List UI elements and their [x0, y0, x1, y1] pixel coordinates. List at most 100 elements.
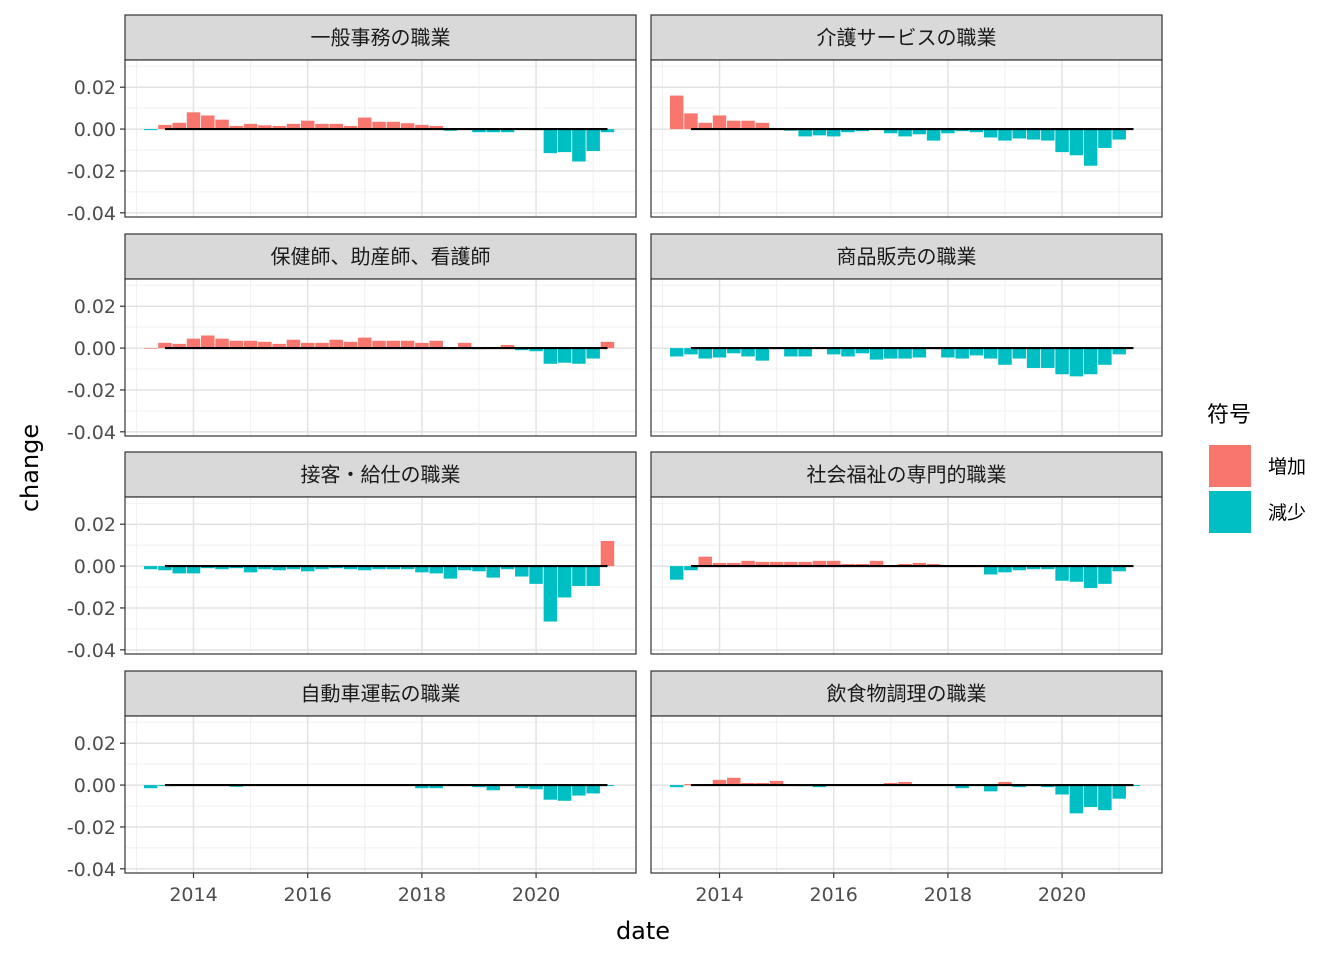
bar [798, 129, 812, 137]
bar [669, 95, 684, 130]
bar [1083, 129, 1098, 166]
bar [372, 340, 386, 349]
bar [258, 566, 272, 570]
facet-title: 接客・給仕の職業 [301, 463, 461, 487]
legend-label: 減少 [1268, 502, 1306, 524]
bar [1112, 129, 1126, 140]
bar [315, 123, 329, 130]
bar [755, 561, 770, 567]
bar [158, 124, 172, 130]
bar [600, 540, 615, 567]
bar [926, 129, 941, 141]
bar [1069, 129, 1084, 156]
bar [572, 348, 586, 364]
bar [557, 348, 572, 363]
bar [429, 340, 443, 349]
bar [969, 348, 984, 356]
bar [684, 566, 698, 571]
bar [1026, 566, 1041, 570]
bar [143, 566, 158, 570]
bar [769, 780, 784, 786]
bar [983, 129, 998, 138]
y-tick-label: -0.02 [67, 817, 116, 839]
bar [258, 341, 272, 349]
bar [300, 342, 315, 349]
y-tick-label: -0.02 [67, 161, 116, 183]
bar [1126, 785, 1141, 787]
y-tick-label: -0.02 [67, 380, 116, 402]
x-axis-title: date [616, 917, 670, 945]
bar [741, 120, 755, 130]
x-tick-label: 2014 [695, 884, 743, 906]
bar [1098, 566, 1112, 584]
bar [486, 129, 500, 133]
facet-strip [650, 233, 1163, 280]
bar [600, 341, 615, 349]
bar [941, 129, 955, 134]
bar [543, 785, 558, 800]
bar [172, 566, 186, 574]
bar [741, 560, 755, 567]
facet-panel: 社会福祉の専門的職業 [650, 451, 1163, 655]
facet-title: 保健師、助産師、看護師 [271, 245, 491, 269]
bar [1055, 785, 1069, 795]
bar [1041, 566, 1055, 570]
bar [1098, 129, 1112, 148]
bar [869, 560, 884, 567]
bar [243, 566, 258, 573]
bar [998, 348, 1012, 365]
facet-panel: 一般事務の職業 0.02 0.00 -0.02 -0.04 [67, 14, 637, 225]
bar [1012, 566, 1026, 571]
facet-strip [650, 451, 1163, 498]
bar [486, 785, 500, 791]
bar [457, 342, 472, 349]
bar [557, 566, 572, 598]
bar [884, 348, 898, 359]
bar [586, 566, 600, 586]
y-tick-label: -0.04 [67, 203, 116, 225]
bar [429, 125, 443, 130]
bar [1055, 348, 1069, 375]
bar [358, 566, 372, 571]
bar [529, 348, 543, 352]
bar [543, 566, 558, 622]
bar [698, 348, 712, 359]
bar [586, 785, 600, 794]
bar [912, 348, 927, 358]
facet-title: 自動車運転の職業 [301, 682, 461, 706]
bar [898, 129, 912, 137]
bar [158, 566, 172, 571]
bar [812, 129, 827, 136]
bar [158, 342, 172, 349]
y-tick-label: 0.02 [74, 733, 116, 755]
bar [500, 344, 515, 349]
bar [400, 566, 415, 570]
facet-title: 飲食物調理の職業 [827, 682, 987, 706]
bar [855, 348, 869, 354]
bar [172, 122, 186, 130]
bar [386, 340, 401, 349]
bar [1098, 785, 1112, 811]
bar [669, 785, 684, 788]
bar [826, 560, 841, 567]
y-tick-label: -0.04 [67, 422, 116, 444]
bar [172, 343, 186, 349]
bar [500, 566, 515, 570]
bar [869, 348, 884, 360]
bar [983, 566, 998, 575]
bar [1026, 348, 1041, 368]
bar [486, 566, 500, 578]
bar [1069, 566, 1084, 582]
bar [443, 566, 458, 579]
facet-panel: 自動車運転の職業 0.02 0.00 -0.02 -0.04 2014 2016 2018 20… [67, 670, 637, 906]
bar [529, 785, 543, 790]
bar [955, 348, 969, 359]
bar [258, 125, 272, 130]
bar [1083, 348, 1098, 375]
panel-border [650, 715, 1163, 874]
bar [684, 113, 698, 130]
bar [429, 566, 443, 574]
bar [186, 566, 201, 574]
bar [1041, 348, 1055, 368]
